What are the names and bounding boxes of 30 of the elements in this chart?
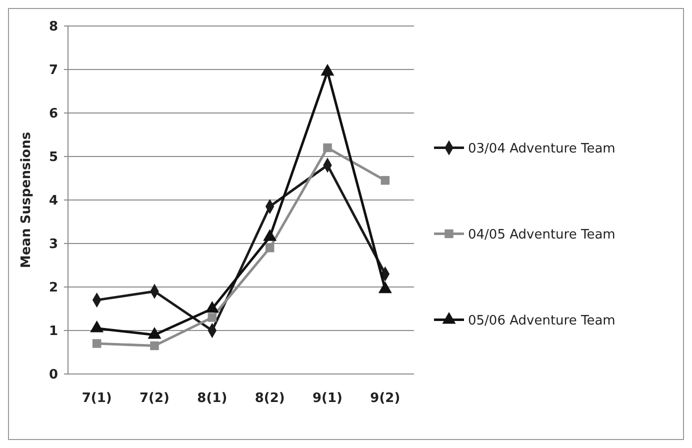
x-tick-label: 9(2) (370, 391, 400, 406)
y-tick-label: 4 (48, 194, 58, 209)
point (265, 243, 274, 252)
x-tick-label: 9(1) (312, 391, 342, 406)
point (208, 313, 217, 322)
point (92, 339, 102, 348)
point (378, 282, 392, 294)
y-tick-label: 6 (48, 106, 58, 122)
point (206, 301, 219, 313)
x-tick-label: 7(1) (82, 391, 112, 406)
y-tick-label: 5 (48, 150, 58, 166)
y-axis-title: Mean Suspensions (19, 132, 34, 268)
point (150, 341, 159, 350)
y-tick-label: 0 (48, 368, 58, 383)
x-tick-label: 8(1) (197, 391, 228, 406)
x-tick-label: 7(2) (140, 391, 170, 406)
point (263, 230, 276, 241)
point (323, 143, 332, 152)
y-tick-label: 3 (48, 237, 58, 252)
y-tick-label: 7 (48, 63, 58, 78)
point (380, 176, 390, 185)
point (148, 328, 161, 339)
y-tick-label: 2 (48, 280, 58, 296)
legend-label: 04/05 Adventure Team (468, 227, 616, 242)
legend-label: 05/06 Adventure Team (468, 313, 616, 328)
legend-label: 03/04 Adventure Team (468, 141, 616, 156)
point (90, 321, 104, 332)
y-tick-label: 1 (48, 324, 58, 340)
x-tick-label: 8(2) (254, 391, 285, 406)
y-tick-label: 8 (48, 20, 58, 35)
